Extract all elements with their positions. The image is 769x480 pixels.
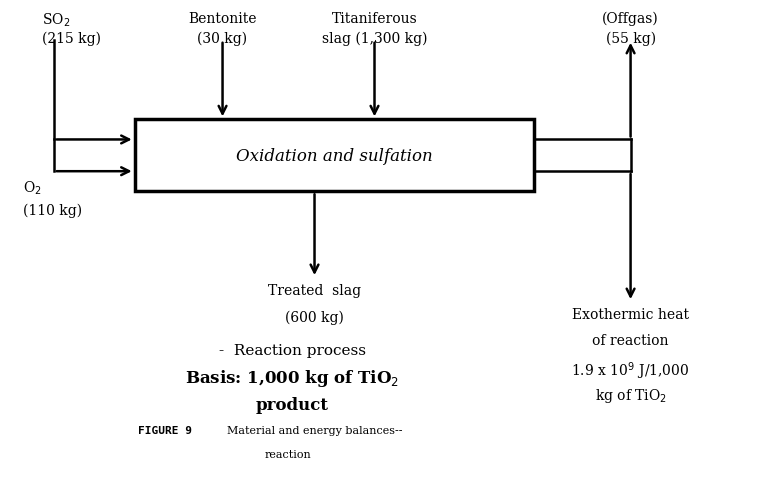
Text: (215 kg): (215 kg) <box>42 31 102 46</box>
Text: Treated  slag: Treated slag <box>268 283 361 297</box>
Bar <box>135 120 534 192</box>
Text: O$_2$: O$_2$ <box>23 179 42 196</box>
Text: (600 kg): (600 kg) <box>285 310 344 324</box>
Text: (Offgas): (Offgas) <box>602 12 659 26</box>
Text: Titaniferous: Titaniferous <box>331 12 418 26</box>
Text: Bentonite: Bentonite <box>188 12 257 26</box>
Text: Exothermic heat: Exothermic heat <box>572 307 689 321</box>
Text: Material and energy balances--: Material and energy balances-- <box>227 425 402 435</box>
Text: FIGURE 9: FIGURE 9 <box>138 425 192 435</box>
Text: SO$_2$: SO$_2$ <box>42 12 71 29</box>
Text: reaction: reaction <box>265 449 311 459</box>
Text: 1.9 x 10$^9$ J/1,000: 1.9 x 10$^9$ J/1,000 <box>571 360 690 382</box>
Text: Oxidation and sulfation: Oxidation and sulfation <box>236 147 433 165</box>
Text: (30 kg): (30 kg) <box>198 31 248 46</box>
Text: kg of TiO$_2$: kg of TiO$_2$ <box>594 386 667 404</box>
Text: -  Reaction process: - Reaction process <box>218 343 366 357</box>
Text: (110 kg): (110 kg) <box>23 203 82 217</box>
Text: Basis: 1,000 kg of TiO$_2$: Basis: 1,000 kg of TiO$_2$ <box>185 367 399 388</box>
Text: of reaction: of reaction <box>592 334 669 348</box>
Text: (55 kg): (55 kg) <box>605 31 656 46</box>
Text: product: product <box>256 396 328 413</box>
Text: slag (1,300 kg): slag (1,300 kg) <box>321 31 428 46</box>
